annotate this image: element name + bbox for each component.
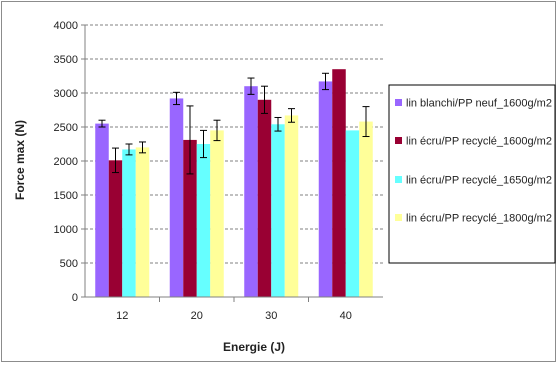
legend-label: lin écru/PP recyclé_1600g/m2 bbox=[406, 136, 552, 148]
y-tick-label: 3000 bbox=[54, 88, 78, 100]
y-tick-label: 500 bbox=[60, 258, 78, 270]
legend-box bbox=[388, 84, 556, 264]
bar bbox=[169, 98, 184, 297]
legend-swatch bbox=[395, 214, 402, 221]
x-tick-label: 40 bbox=[340, 310, 352, 322]
y-tick-label: 0 bbox=[72, 292, 78, 304]
legend-swatch bbox=[395, 99, 402, 106]
x-tick-label: 12 bbox=[116, 310, 128, 322]
bar bbox=[271, 124, 285, 297]
error-bars bbox=[98, 72, 370, 175]
bar bbox=[318, 81, 333, 297]
y-axis-title: Force max (N) bbox=[13, 120, 27, 200]
y-tick-label: 2500 bbox=[54, 122, 78, 134]
y-tick-label: 3500 bbox=[54, 54, 78, 66]
bar bbox=[244, 86, 258, 297]
bar bbox=[183, 139, 197, 297]
bar bbox=[284, 115, 299, 297]
bar bbox=[135, 147, 150, 297]
x-tick-label: 20 bbox=[191, 310, 203, 322]
y-tick-label: 4000 bbox=[54, 20, 78, 32]
y-tick-label: 1500 bbox=[54, 190, 78, 202]
x-axis-title: Energie (J) bbox=[223, 340, 285, 354]
bar bbox=[95, 123, 109, 297]
bar bbox=[345, 130, 360, 297]
x-tick-label: 30 bbox=[265, 310, 277, 322]
bar bbox=[332, 69, 346, 297]
bar bbox=[122, 149, 136, 297]
axes: 0 500 1000 1500 2000 2500 3000 3500 4000 12 20 30 40 bbox=[54, 20, 383, 322]
legend-swatch bbox=[395, 176, 402, 183]
bar bbox=[210, 130, 224, 297]
legend-label: lin écru/PP recyclé_1650g/m2 bbox=[406, 175, 552, 187]
y-tick-label: 1000 bbox=[54, 224, 78, 236]
bars bbox=[95, 69, 373, 297]
bar bbox=[257, 99, 272, 297]
bar bbox=[108, 160, 123, 297]
bar bbox=[359, 121, 373, 297]
y-tick-label: 2000 bbox=[54, 156, 78, 168]
legend-swatch bbox=[395, 137, 402, 144]
legend-label: lin écru/PP recyclé_1800g/m2 bbox=[406, 213, 552, 225]
bar bbox=[196, 144, 211, 297]
legend-label: lin blanchi/PP neuf_1600g/m2 bbox=[406, 98, 552, 110]
